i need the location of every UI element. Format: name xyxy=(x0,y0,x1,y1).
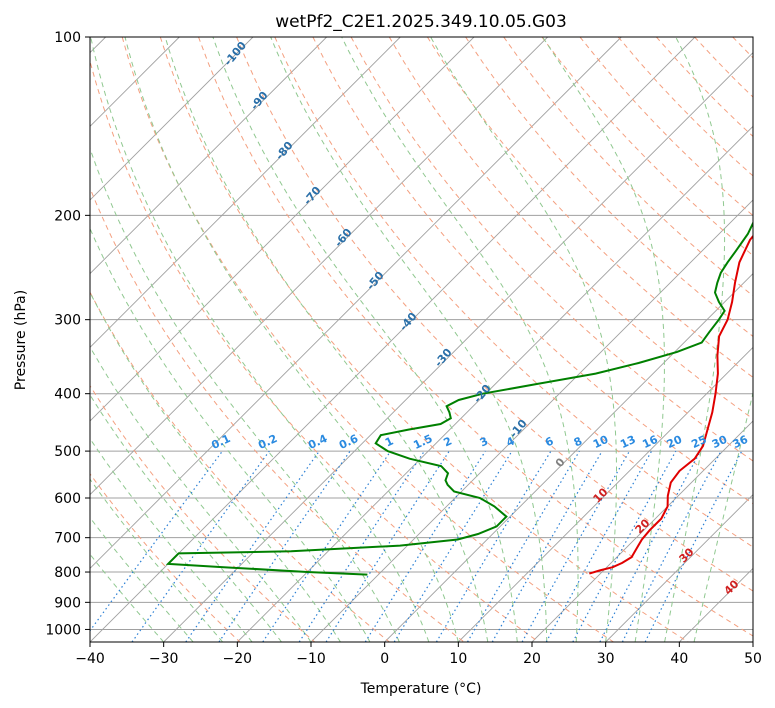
isotherm-line xyxy=(90,37,401,348)
y-tick-label: 1000 xyxy=(45,622,81,638)
moist-adiabat-line xyxy=(164,37,489,642)
mixing-ratio-line xyxy=(218,450,351,642)
mixing-ratio-line xyxy=(435,450,552,642)
moist-adiabat-line xyxy=(90,516,194,642)
axes: −40 −30 −20 −10 0 10 20 30 40 50 100 200 300 400 500 60… xyxy=(45,30,762,667)
moist-adiabat-line xyxy=(341,37,579,642)
moist-adiabat-line xyxy=(90,478,223,642)
moist-adiabat-line xyxy=(430,37,617,642)
dry-adiabat-line xyxy=(274,37,753,548)
dry-adiabat-line xyxy=(90,59,540,642)
x-tick-label: 40 xyxy=(670,651,688,667)
dry-adiabat-line xyxy=(90,291,390,642)
moist-adiabat-line xyxy=(90,345,312,642)
dry-adiabat-line xyxy=(90,186,465,642)
mixing-ratio-line xyxy=(325,450,450,642)
moist-adiabat-line xyxy=(90,437,253,642)
dry-adiabat-line xyxy=(312,37,753,505)
x-axis-title: Temperature (°C) xyxy=(360,681,482,697)
dry-adiabat-line xyxy=(121,37,614,642)
x-tick-label: −40 xyxy=(75,651,105,667)
isotherm-line xyxy=(90,37,622,569)
x-tick-label: −10 xyxy=(296,651,326,667)
isotherm-line xyxy=(752,641,753,642)
y-tick-label: 500 xyxy=(54,444,81,460)
isotherm-line xyxy=(90,37,254,201)
plot-background xyxy=(90,37,753,642)
moist-adiabat-line xyxy=(124,37,459,642)
isotherm-line xyxy=(90,37,696,642)
mixing-ratio-label: 16 xyxy=(640,433,660,451)
y-tick-label: 900 xyxy=(54,595,81,611)
isotherm-line xyxy=(384,273,753,642)
y-tick-label: 200 xyxy=(54,208,81,224)
y-axis-title: Pressure (hPa) xyxy=(13,290,29,390)
mixing-ratio-line xyxy=(572,450,677,642)
moist-adiabat-line xyxy=(542,37,665,642)
moist-adiabat-line xyxy=(90,227,371,642)
isotherm-line xyxy=(605,494,753,642)
y-tick-label: 300 xyxy=(54,313,81,329)
chart-title: wetPf2_C2E1.2025.349.10.05.G03 xyxy=(275,12,567,32)
isotherm-line xyxy=(90,37,327,275)
mixing-ratio-line xyxy=(393,450,513,642)
isotherm-line xyxy=(237,125,753,642)
isotherm-line xyxy=(90,37,548,496)
mixing-ratio-line xyxy=(298,450,425,642)
moist-adiabat-line xyxy=(90,37,430,642)
background-lines xyxy=(90,37,775,642)
x-tick-label: −20 xyxy=(223,651,253,667)
x-tick-label: 0 xyxy=(380,651,389,667)
mixing-ratio-line xyxy=(364,450,486,642)
mixing-ratio-line xyxy=(262,450,392,642)
temperature-line xyxy=(589,234,753,575)
dry-adiabat-line xyxy=(350,37,753,462)
isotherm-line xyxy=(163,52,753,642)
mixing-ratio-line xyxy=(599,450,702,642)
dry-adiabat-line xyxy=(198,37,753,637)
mixing-ratio-label: 36 xyxy=(731,433,751,451)
mixing-ratio-line xyxy=(466,450,580,642)
moist-adiabat-line xyxy=(664,37,726,642)
moist-adiabat-line xyxy=(90,394,282,642)
mixing-ratio-label: 30 xyxy=(710,433,730,451)
x-tick-label: 30 xyxy=(597,651,615,667)
mixing-ratio-label: 20 xyxy=(665,433,685,451)
dry-adiabat-line xyxy=(771,37,775,642)
y-tick-label: 400 xyxy=(54,387,81,403)
y-tick-label: 800 xyxy=(54,565,81,581)
mixing-ratio-label: 13 xyxy=(618,433,637,451)
isotherm-line xyxy=(90,37,475,422)
dry-adiabat-line xyxy=(90,472,241,642)
moist-adiabat-line xyxy=(90,553,165,642)
x-tick-label: −30 xyxy=(149,651,179,667)
x-tick-label: 10 xyxy=(449,651,467,667)
moist-adiabat-line xyxy=(90,147,400,642)
isotherm-line xyxy=(310,199,753,642)
dry-adiabat-line xyxy=(90,384,316,642)
y-tick-label: 700 xyxy=(54,531,81,547)
mixing-ratio-label: 25 xyxy=(689,433,708,451)
x-tick-label: 20 xyxy=(523,651,541,667)
plot-frame xyxy=(89,36,754,643)
mixing-ratio-line xyxy=(185,450,320,642)
dry-adiabat-line xyxy=(236,37,753,592)
isotherm-line xyxy=(458,346,753,642)
y-tick-label: 600 xyxy=(54,491,81,507)
dewpoint-line xyxy=(165,220,753,576)
mixing-ratio-label: 10 xyxy=(591,433,611,451)
x-tick-label: 50 xyxy=(744,651,762,667)
moist-adiabat-line xyxy=(212,37,518,642)
data-lines xyxy=(165,220,753,576)
y-tick-label: 100 xyxy=(54,30,81,46)
isotherm-line xyxy=(531,420,753,642)
